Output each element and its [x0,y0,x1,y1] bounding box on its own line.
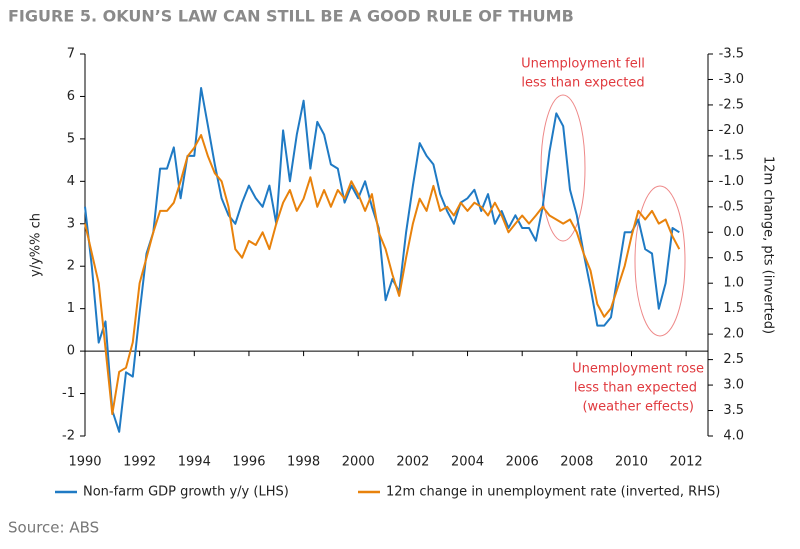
y2-tick-label: -2.5 [719,97,744,112]
y-tick-label: 3 [67,216,75,231]
highlight-ellipse [634,185,686,337]
y2-tick-label: 4.0 [723,429,744,444]
y2-tick-label: 1.5 [723,301,744,316]
annotation: less than expected [521,76,644,91]
x-tick-label: 2012 [670,455,703,470]
series-line [84,87,680,433]
x-tick-label: 2002 [396,455,429,470]
x-tick-label: 2006 [506,455,539,470]
y-tick-label: 7 [67,47,75,62]
annotation: Unemployment rose [572,362,704,377]
y-tick-label: -2 [62,429,75,444]
legend-label: 12m change in unemployment rate (inverte… [386,485,720,500]
y2-tick-label: 0.0 [723,225,744,240]
legend-label: Non-farm GDP growth y/y (LHS) [83,485,289,500]
x-tick-label: 2008 [560,455,593,470]
y2-axis-label: 12m change, pts (inverted) [761,156,776,334]
annotation: Unemployment fell [521,57,645,72]
y-tick-label: 6 [67,89,75,104]
x-tick-label: 1998 [287,455,320,470]
y2-tick-label: -3.0 [719,72,744,87]
y2-tick-label: 1.0 [723,276,744,291]
y-tick-label: -1 [62,386,75,401]
y-tick-label: 0 [67,344,75,359]
annotation: less than expected [574,381,697,396]
y2-tick-label: -1.0 [719,174,744,189]
y-tick-label: 5 [67,131,75,146]
highlight-ellipse [540,94,586,242]
y2-tick-label: 2.5 [723,352,744,367]
y2-tick-label: 3.5 [723,403,744,418]
y2-tick-label: 2.0 [723,327,744,342]
annotation: (weather effects) [582,400,694,415]
x-tick-label: 1994 [178,455,211,470]
y2-tick-label: -0.5 [719,199,744,214]
x-tick-label: 2010 [615,455,648,470]
y2-tick-label: -3.5 [719,47,744,62]
y2-tick-label: 3.0 [723,378,744,393]
y-tick-label: 4 [67,174,75,189]
y2-tick-label: -2.0 [719,123,744,138]
y2-tick-label: -1.5 [719,148,744,163]
y-axis-label: y/y%% ch [29,213,44,277]
chart-title: FIGURE 5. OKUN’S LAW CAN STILL BE A GOOD… [8,7,574,26]
y-tick-label: 2 [67,259,75,274]
x-tick-label: 1996 [232,455,265,470]
x-tick-label: 2004 [451,455,484,470]
y-tick-label: 1 [67,301,75,316]
x-tick-label: 1990 [68,455,101,470]
source: Source: ABS [8,519,99,537]
x-tick-label: 2000 [342,455,375,470]
series-line [84,134,681,416]
x-tick-label: 1992 [123,455,156,470]
y2-tick-label: 0.5 [723,250,744,265]
